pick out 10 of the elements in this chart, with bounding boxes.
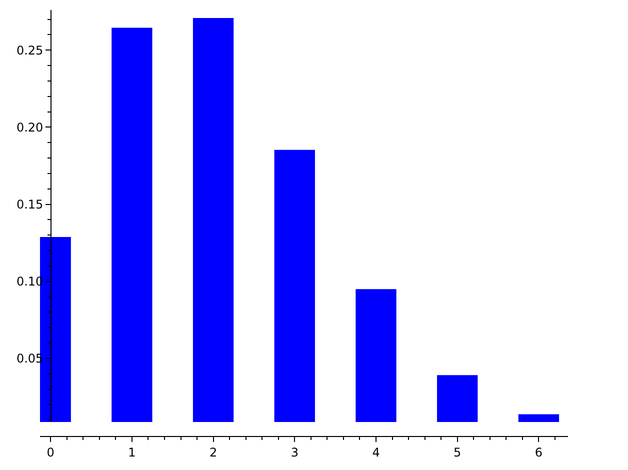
x-tick-label: 3: [290, 445, 298, 460]
x-tick-label: 0: [46, 445, 54, 460]
x-tick-label: 4: [372, 445, 380, 460]
y-tick-label: 0.25: [16, 43, 44, 58]
y-tick-label: 0.20: [16, 120, 44, 134]
x-tick-label: 5: [454, 445, 462, 460]
y-tick-label: 0.15: [16, 197, 44, 212]
x-tick-label: 6: [534, 445, 543, 460]
x-tick-label: 1: [128, 445, 136, 460]
x-tick-label: 2: [209, 445, 218, 460]
